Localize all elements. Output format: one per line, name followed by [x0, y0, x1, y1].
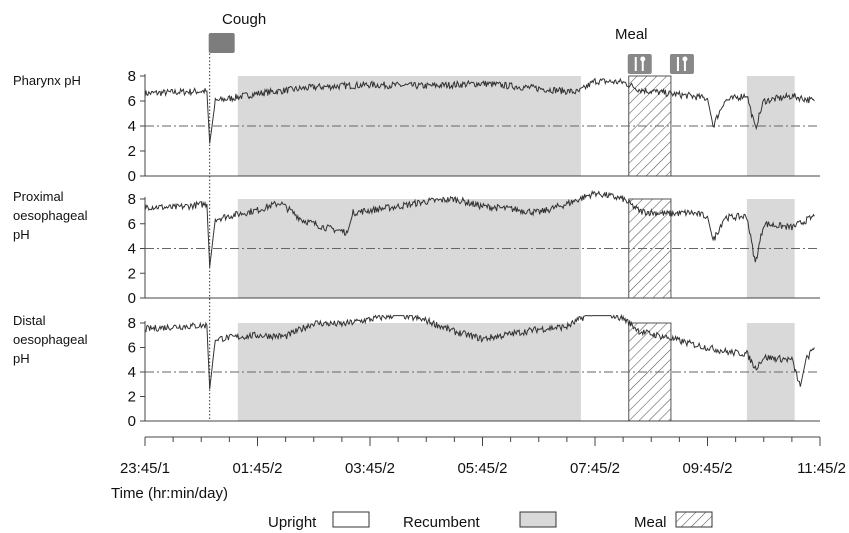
legend-upright-swatch: [332, 511, 370, 528]
y-axis-label: pH: [13, 351, 30, 366]
y-axis-label: Distal: [13, 313, 46, 328]
y-tick-label: 8: [128, 191, 136, 208]
y-axis-label: Pharynx pH: [13, 73, 81, 88]
legend: Upright Recumbent Meal: [268, 511, 713, 531]
cough-icon: [208, 33, 235, 53]
meal-period: [628, 198, 672, 299]
legend-recumbent-swatch: [519, 511, 557, 528]
meal-label: Meal: [615, 26, 648, 43]
cough-label: Cough: [222, 11, 266, 28]
y-axis-label: Proximal: [13, 189, 64, 204]
y-tick-label: 6: [128, 340, 136, 357]
panel: 0 2 4 6 8 Distal oesophageal pH: [13, 313, 820, 430]
y-tick-label: 2: [128, 143, 136, 160]
y-tick-label: 8: [128, 315, 136, 332]
event-annotations: Cough Meal: [208, 11, 694, 421]
y-tick-label: 4: [128, 241, 136, 258]
x-tick-label: 05:45/2: [457, 460, 507, 477]
meal-fork-knife-icon: [627, 54, 652, 74]
legend-recumbent-label: Recumbent: [403, 514, 481, 531]
y-tick-label: 0: [128, 413, 136, 430]
y-axis-label: oesophageal: [13, 208, 88, 223]
ph-trace: [144, 77, 815, 144]
y-tick-label: 0: [128, 290, 136, 307]
y-axis-label: pH: [13, 227, 30, 242]
y-tick-label: 4: [128, 118, 136, 135]
y-tick-label: 0: [128, 168, 136, 185]
y-tick-label: 2: [128, 389, 136, 406]
x-tick-label: 01:45/2: [232, 460, 282, 477]
x-axis-label: Time (hr:min/day): [111, 485, 228, 502]
legend-meal-label: Meal: [634, 514, 667, 531]
panel: 0 2 4 6 8 Proximal oesophageal pH: [13, 189, 820, 307]
x-tick-label: 23:45/1: [120, 460, 170, 477]
ph-trace: [144, 190, 815, 268]
y-tick-label: 6: [128, 216, 136, 233]
x-tick-label: 09:45/2: [682, 460, 732, 477]
y-tick-label: 8: [128, 68, 136, 85]
x-tick-label: 11:45/2: [797, 460, 846, 477]
y-tick-label: 6: [128, 93, 136, 110]
y-tick-label: 4: [128, 364, 136, 381]
y-axis-label: oesophageal: [13, 332, 88, 347]
panel: 0 2 4 6 8 Pharynx pH: [13, 68, 820, 185]
legend-upright-label: Upright: [268, 514, 317, 531]
meal-fork-knife-icon: [669, 54, 694, 74]
legend-meal-swatch: [675, 511, 713, 528]
x-tick-label: 07:45/2: [570, 460, 620, 477]
ph-trace: [144, 313, 815, 390]
time-axis: Time (hr:min/day) 23:45/1 01:45/2 03:45/2 0…: [111, 436, 846, 502]
y-tick-label: 2: [128, 265, 136, 282]
panels: 0 2 4 6 8 Pharynx pH 0 2 4 6 8 Proximal oesophageal p…: [13, 68, 820, 430]
x-tick-label: 03:45/2: [345, 460, 395, 477]
